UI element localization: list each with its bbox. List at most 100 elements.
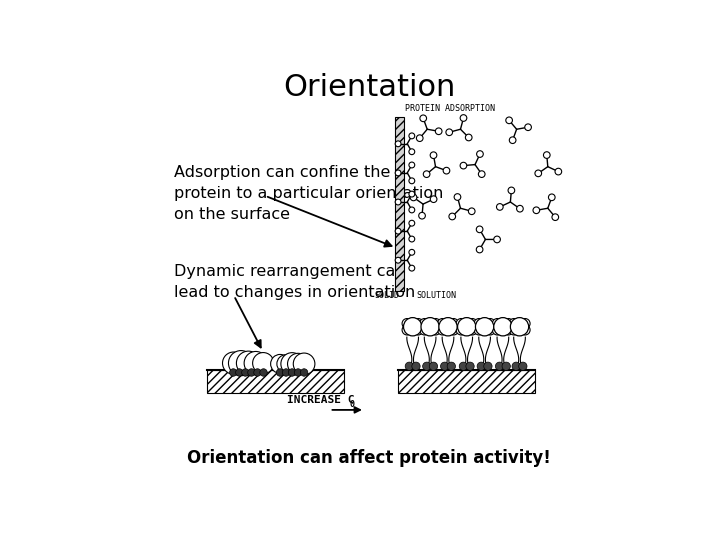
Text: SOLID: SOLID [374,291,399,300]
Circle shape [409,133,415,139]
Circle shape [503,325,513,335]
Circle shape [413,325,423,335]
Circle shape [474,319,484,328]
Circle shape [288,369,296,376]
Circle shape [405,362,413,370]
Text: Orientation can affect protein activity!: Orientation can affect protein activity! [187,449,551,467]
Circle shape [509,137,516,144]
Circle shape [485,319,495,328]
Circle shape [253,353,274,374]
Circle shape [502,362,510,370]
Circle shape [421,318,439,336]
Circle shape [395,199,401,205]
Circle shape [436,128,442,134]
Circle shape [423,362,431,370]
Circle shape [395,141,401,147]
Circle shape [520,319,530,328]
Circle shape [410,194,417,201]
Circle shape [443,167,450,174]
Circle shape [403,318,422,336]
Circle shape [477,151,483,157]
Circle shape [236,351,261,375]
Circle shape [460,163,467,169]
Circle shape [300,369,308,376]
Circle shape [552,214,559,220]
Circle shape [294,369,302,376]
Circle shape [510,318,528,336]
Text: Adsorption can confine the
protein to a particular orientation
on the surface: Adsorption can confine the protein to a … [174,165,443,221]
Text: Dynamic rearrangement can
lead to changes in orientation: Dynamic rearrangement can lead to change… [174,265,415,300]
Circle shape [476,226,483,233]
Circle shape [478,171,485,178]
Circle shape [248,369,255,376]
Circle shape [395,258,401,263]
Circle shape [509,319,519,328]
Circle shape [467,319,477,328]
Circle shape [260,369,267,376]
Circle shape [420,115,426,122]
Circle shape [242,369,249,376]
Circle shape [475,318,494,336]
Circle shape [535,170,541,177]
Circle shape [544,152,550,158]
Circle shape [503,319,513,328]
Circle shape [494,318,512,336]
Circle shape [467,325,477,335]
Circle shape [271,354,289,373]
Circle shape [469,208,475,214]
Circle shape [431,196,437,202]
Circle shape [402,319,412,328]
Circle shape [549,194,555,201]
Circle shape [395,170,401,176]
Circle shape [409,162,415,168]
Circle shape [459,362,467,370]
Circle shape [512,362,521,370]
Circle shape [416,135,423,141]
Circle shape [446,129,453,136]
Text: SOLUTION: SOLUTION [417,291,456,300]
Circle shape [516,205,523,212]
Circle shape [439,318,457,336]
Circle shape [497,204,503,210]
Circle shape [492,325,503,335]
Circle shape [276,369,284,376]
Circle shape [449,213,456,220]
Circle shape [282,369,290,376]
Circle shape [533,207,540,214]
Circle shape [449,319,459,328]
Circle shape [518,362,527,370]
Text: INCREASE C: INCREASE C [287,395,355,404]
Circle shape [477,362,485,370]
Circle shape [492,319,503,328]
Circle shape [441,362,449,370]
Circle shape [253,369,261,376]
Circle shape [244,352,268,375]
Circle shape [293,353,315,375]
Circle shape [429,362,438,370]
Circle shape [409,207,415,213]
Circle shape [423,171,430,178]
Text: 0: 0 [349,400,354,409]
Circle shape [230,369,237,376]
Bar [207,370,344,393]
Circle shape [430,152,437,159]
Circle shape [495,362,504,370]
Circle shape [494,236,500,243]
Circle shape [420,325,430,335]
Circle shape [409,265,415,271]
Text: PROTEIN ADSORPTION: PROTEIN ADSORPTION [405,104,495,113]
Circle shape [431,319,441,328]
Circle shape [235,369,243,376]
Circle shape [520,325,530,335]
Circle shape [409,178,415,184]
Circle shape [438,319,448,328]
Circle shape [525,124,531,131]
Circle shape [505,117,513,124]
Circle shape [447,362,456,370]
Circle shape [456,319,466,328]
Text: Orientation: Orientation [283,73,455,102]
Circle shape [431,325,441,335]
Circle shape [420,319,430,328]
Circle shape [287,353,309,374]
Circle shape [412,362,420,370]
